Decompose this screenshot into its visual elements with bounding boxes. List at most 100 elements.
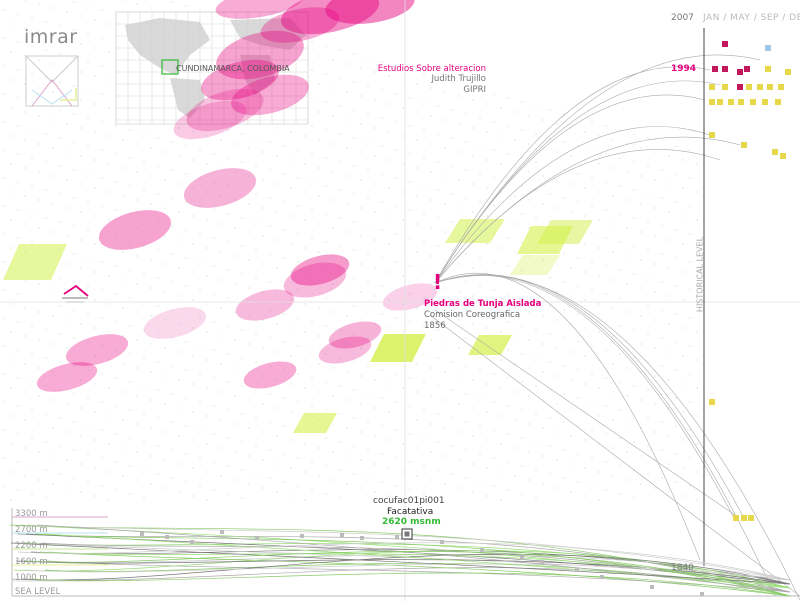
station-altitude: 2620 msnm	[382, 517, 441, 527]
alert-mark: !	[433, 270, 443, 294]
timeline-marker	[738, 99, 744, 105]
elevation-point	[255, 536, 259, 540]
timeline-marker	[750, 99, 756, 105]
study-org: GIPRI	[463, 85, 486, 95]
selected-region-marker[interactable]	[161, 59, 179, 75]
timeline-marker	[785, 69, 791, 75]
elevation-trace	[41, 542, 791, 593]
reading-ellipse	[215, 0, 305, 19]
elevation-point	[540, 560, 544, 564]
elevation-strip[interactable]	[9, 508, 800, 597]
timeline-marker	[767, 84, 773, 90]
timeline-highlighted-year[interactable]: 1994	[671, 64, 697, 74]
elevation-trace	[44, 562, 791, 597]
elevation-label: 1000 m	[15, 573, 48, 583]
connection-curve	[434, 149, 721, 284]
reading-ellipse	[173, 100, 247, 140]
elevation-trace	[13, 550, 791, 589]
elevation-point	[140, 532, 144, 536]
connection-curve	[434, 274, 776, 597]
elevation-trace	[20, 553, 791, 585]
timeline-marker	[737, 69, 743, 75]
reading-ellipse	[143, 307, 207, 339]
timeline-months[interactable]: JAN / MAY / SEP / DEC	[703, 13, 800, 23]
timeline-marker	[712, 66, 718, 72]
elevation-point	[340, 533, 344, 537]
reading-ellipse	[243, 361, 297, 389]
sample-plane	[468, 335, 512, 355]
elevation-trace	[48, 551, 791, 589]
timeline-marker	[722, 66, 728, 72]
reading-ellipse	[318, 336, 372, 364]
timeline-year-top: 2007	[671, 13, 694, 23]
timeline-marker	[717, 99, 723, 105]
elevation-point	[520, 556, 524, 560]
timeline-marker	[709, 399, 715, 405]
elevation-trace	[27, 524, 791, 581]
elevation-trace	[37, 554, 791, 581]
timeline-marker	[733, 515, 739, 521]
reading-ellipse	[328, 321, 382, 349]
timeline-marker	[748, 515, 754, 521]
station-id: cocufac01pi001	[373, 496, 445, 506]
reading-ellipse	[283, 262, 347, 298]
connection-line	[429, 309, 800, 597]
timeline-marker	[737, 84, 743, 90]
elevation-trace	[10, 542, 791, 585]
perspective-dot-grid	[3, 0, 698, 501]
timeline-marker	[780, 153, 786, 159]
connection-curve	[434, 66, 711, 284]
app-logo-text[interactable]: imrar	[24, 26, 78, 48]
compass-arrow-icon[interactable]	[62, 284, 89, 303]
elevation-point	[190, 540, 194, 544]
reading-ellipse	[382, 283, 438, 311]
reading-ellipse	[280, 0, 380, 35]
elevation-point	[700, 592, 704, 596]
elevation-trace	[29, 572, 791, 597]
elevation-trace	[24, 551, 791, 597]
elevation-trace	[39, 551, 791, 597]
timeline-marker	[762, 99, 768, 105]
timeline-marker	[722, 84, 728, 90]
reading-ellipse	[231, 74, 309, 116]
reading-ellipse	[65, 334, 129, 366]
timeline-marker	[765, 45, 771, 51]
timeline-marker	[746, 84, 752, 90]
reading-ellipses	[36, 0, 438, 392]
elevation-label: 3300 m	[15, 509, 48, 519]
timeline-marker	[741, 142, 747, 148]
reading-ellipse	[36, 362, 98, 392]
elevation-point	[165, 535, 169, 539]
elevation-point	[600, 575, 604, 579]
study-title[interactable]: Estudios Sobre alteracion	[377, 64, 486, 74]
site-name[interactable]: Piedras de Tunja Aislada	[424, 299, 542, 309]
station-marker-icon[interactable]	[401, 528, 413, 540]
timeline-marker	[778, 84, 784, 90]
reading-ellipse	[260, 7, 340, 43]
study-author: Judith Trujillo	[431, 74, 486, 84]
reading-ellipse	[201, 59, 279, 101]
timeline-marker	[709, 132, 715, 138]
sample-plane	[293, 413, 337, 433]
reading-ellipse	[186, 88, 264, 132]
elevation-point	[650, 585, 654, 589]
elevation-label: 2700 m	[15, 525, 48, 535]
map-region-label: CUNDINAMARCA, COLOMBIA	[176, 64, 290, 73]
elevation-trace	[36, 524, 791, 593]
timeline-marker	[765, 66, 771, 72]
connection-curve	[434, 273, 701, 561]
timeline-marker	[709, 84, 715, 90]
elevation-trace	[9, 524, 791, 597]
lime-sample-planes	[3, 219, 593, 433]
envelope-triangle-logo	[25, 55, 79, 107]
reading-ellipse	[98, 210, 172, 250]
connection-curve	[434, 126, 711, 284]
sample-plane	[370, 334, 426, 362]
world-map-panel[interactable]	[115, 11, 309, 125]
reading-ellipse	[183, 168, 257, 208]
sample-plane	[3, 244, 67, 280]
connection-curve	[434, 275, 800, 601]
elevation-point	[220, 530, 224, 534]
